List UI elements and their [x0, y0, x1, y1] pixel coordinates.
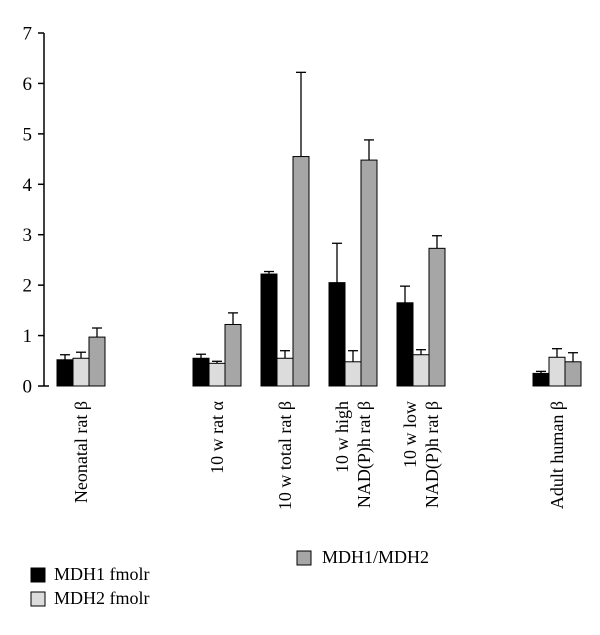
bar [56, 359, 74, 387]
y-tick-label: 1 [23, 326, 33, 347]
legend-swatch [296, 550, 312, 566]
bar [292, 156, 310, 387]
bar [224, 323, 242, 387]
category-label: 10 w rat α [207, 400, 227, 473]
category-labels: Neonatal rat β 10 w rat α 10 w total rat β… [71, 400, 567, 510]
legend-label: MDH1/MDH2 [322, 547, 429, 567]
y-tick-label: 5 [23, 124, 33, 145]
category-label: 10 w high [332, 401, 352, 473]
category-label: 10 w low [400, 401, 420, 468]
y-tick-label: 6 [23, 74, 33, 95]
category-label: Neonatal rat β [71, 401, 91, 503]
bars-group [56, 71, 582, 387]
category-label: Adult human β [547, 401, 567, 509]
bar [532, 372, 550, 387]
bar [208, 362, 226, 387]
bar [396, 302, 414, 387]
legend-swatch [30, 591, 46, 607]
y-axis: 0 1 2 3 4 5 6 7 [23, 24, 49, 398]
legend-label: MDH2 fmolr [54, 588, 150, 608]
category-label: NAD(P)h rat β [354, 401, 375, 508]
legend-swatch [30, 567, 46, 583]
bar [428, 247, 446, 387]
bar [548, 356, 566, 387]
y-tick-label: 4 [23, 175, 33, 196]
bar [192, 357, 210, 387]
legend-label: MDH1 fmolr [54, 564, 150, 584]
bar [328, 282, 346, 387]
bar [88, 336, 106, 387]
y-tick-label: 2 [23, 276, 33, 297]
bar [72, 357, 90, 387]
bar [260, 273, 278, 387]
bar [412, 354, 430, 387]
y-tick-label: 3 [23, 225, 33, 246]
bar [344, 361, 362, 387]
category-label: 10 w total rat β [275, 401, 295, 510]
y-tick-label: 7 [23, 24, 33, 45]
bar [360, 159, 378, 387]
y-tick-label: 0 [23, 377, 33, 398]
category-label: NAD(P)h rat β [422, 401, 443, 508]
legend: MDH1 fmolr MDH2 fmolr MDH1/MDH2 [30, 547, 429, 608]
bar [276, 357, 294, 387]
bar [564, 361, 582, 387]
